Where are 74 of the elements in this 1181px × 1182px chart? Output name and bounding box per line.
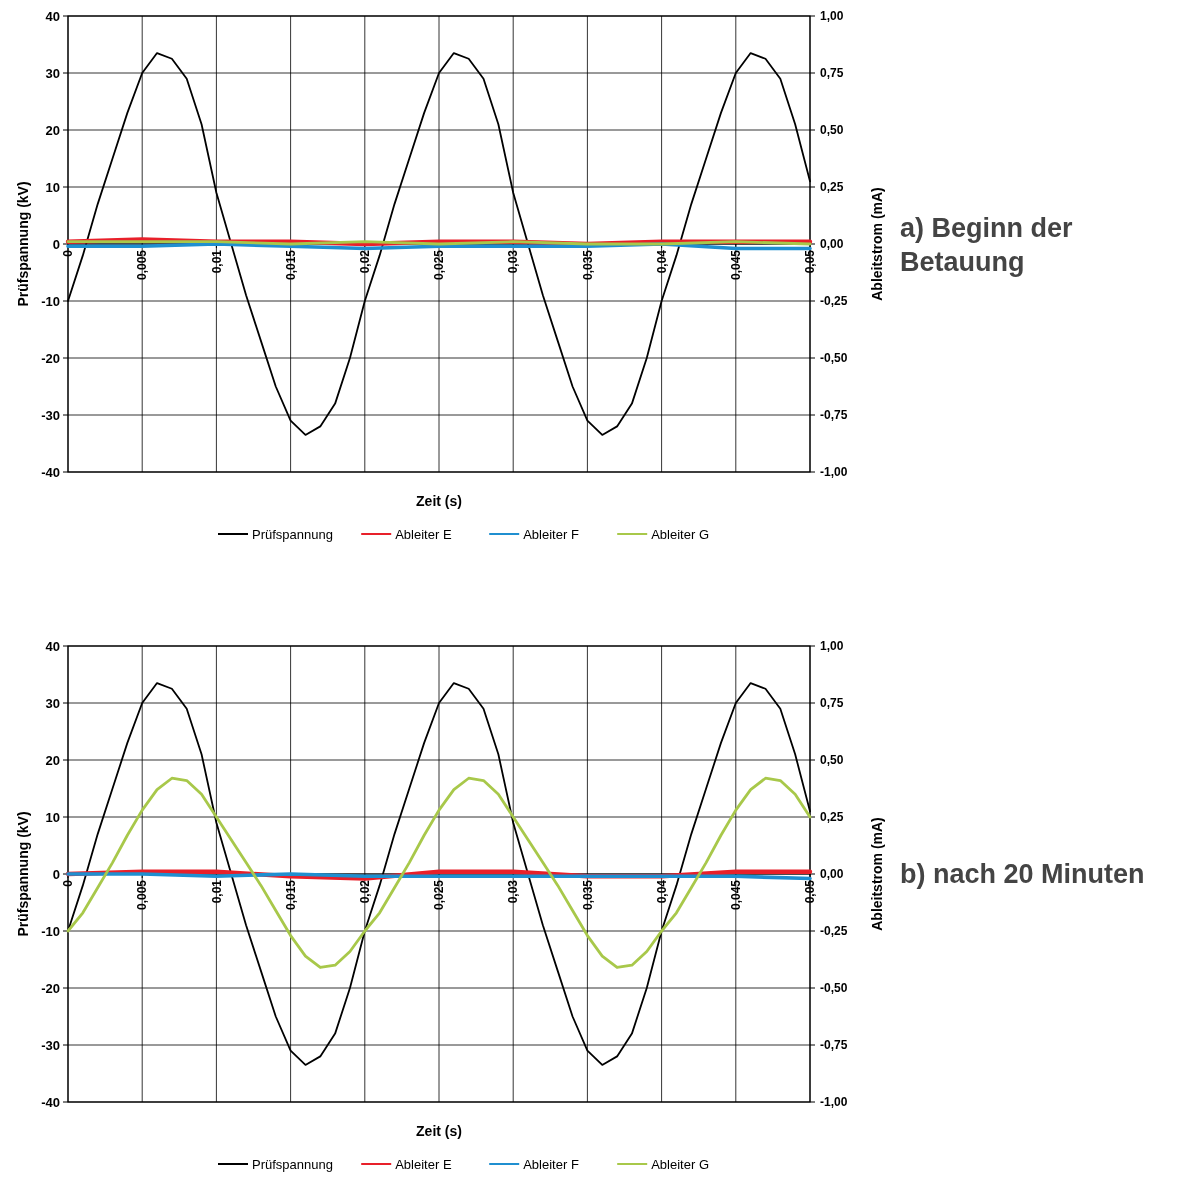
y2-tick-label: -0,75 [820, 1038, 848, 1053]
legend-label: Ableiter F [523, 1156, 579, 1172]
y-tick-label: 20 [45, 122, 60, 138]
legend-label: Ableiter F [523, 526, 579, 542]
x-tick-label: 0,015 [283, 249, 298, 281]
y-tick-label: 10 [45, 809, 60, 825]
y-tick-label: 40 [45, 638, 60, 654]
y2-tick-label: 1,00 [820, 9, 844, 24]
legend-label: Prüfspannung [252, 526, 333, 542]
x-axis-title: Zeit (s) [416, 1123, 462, 1139]
y-axis-title: Prüfspannung (kV) [15, 181, 31, 307]
x-tick-label: 0,05 [803, 249, 818, 274]
y2-axis-title: Ableitstrom (mA) [869, 187, 885, 301]
x-tick-label: 0,005 [135, 879, 150, 911]
x-tick-label: 0,02 [358, 249, 372, 274]
x-tick-label: 0,035 [580, 249, 595, 281]
x-tick-label: 0,01 [209, 879, 224, 904]
x-tick-label: 0,025 [432, 879, 447, 911]
y2-tick-label: 0,25 [820, 810, 844, 825]
legend-label: Ableiter G [651, 1156, 710, 1172]
y-tick-label: 30 [45, 65, 60, 81]
y2-tick-label: 0,75 [820, 66, 844, 81]
text: b) nach 20 Minuten [900, 859, 1145, 890]
y-tick-label: 0 [52, 236, 60, 252]
y-tick-label: 30 [45, 695, 60, 711]
y2-tick-label: 0,50 [820, 123, 844, 138]
x-tick-label: 0,045 [729, 249, 743, 281]
y2-tick-label: -0,75 [820, 408, 848, 423]
x-tick-label: 0 [61, 249, 76, 257]
legend-label: Ableiter E [395, 526, 452, 542]
y-tick-label: -10 [41, 923, 60, 939]
x-tick-label: 0,005 [135, 249, 150, 281]
y2-tick-label: -0,25 [820, 924, 848, 939]
y2-tick-label: 0,50 [820, 753, 844, 768]
y-tick-label: -40 [41, 464, 60, 480]
x-tick-label: 0,045 [729, 879, 743, 911]
legend-label: Ableiter E [395, 1156, 452, 1172]
legend-label: Prüfspannung [252, 1156, 333, 1172]
y-tick-label: 10 [45, 179, 60, 195]
y2-tick-label: 0,00 [820, 867, 844, 882]
y-tick-label: -20 [41, 980, 60, 996]
y-tick-label: -40 [41, 1094, 60, 1110]
x-tick-label: 0,03 [506, 879, 521, 904]
y-tick-label: 0 [52, 866, 60, 882]
x-tick-label: 0,025 [432, 249, 447, 281]
y-tick-label: -30 [41, 407, 60, 423]
x-tick-label: 0,035 [580, 879, 595, 911]
x-tick-label: 0 [61, 879, 76, 887]
y-tick-label: -10 [41, 293, 60, 309]
y2-tick-label: -0,50 [820, 351, 848, 366]
y2-tick-label: -1,00 [820, 1095, 848, 1110]
y2-tick-label: 0,25 [820, 180, 844, 195]
x-tick-label: 0,02 [358, 879, 372, 904]
y-tick-label: 40 [45, 8, 60, 24]
x-tick-label: 0,05 [803, 879, 818, 904]
y-tick-label: -30 [41, 1037, 60, 1053]
x-tick-label: 0,01 [209, 249, 224, 274]
y2-axis-title: Ableitstrom (mA) [869, 817, 885, 931]
y2-tick-label: -0,25 [820, 294, 848, 309]
x-tick-label: 0,015 [283, 879, 298, 911]
y2-tick-label: 0,75 [820, 696, 844, 711]
text: a) Beginn der Betauung [900, 213, 1074, 278]
y2-tick-label: -0,50 [820, 981, 848, 996]
x-tick-label: 0,04 [654, 249, 669, 274]
y-tick-label: -20 [41, 350, 60, 366]
y-axis-title: Prüfspannung (kV) [15, 811, 31, 937]
legend-label: Ableiter G [651, 526, 710, 542]
y2-tick-label: 1,00 [820, 639, 844, 654]
y2-tick-label: 0,00 [820, 237, 844, 252]
y2-tick-label: -1,00 [820, 465, 848, 480]
x-tick-label: 0,03 [506, 249, 521, 274]
y-tick-label: 20 [45, 752, 60, 768]
x-axis-title: Zeit (s) [416, 493, 462, 509]
x-tick-label: 0,04 [654, 879, 669, 904]
